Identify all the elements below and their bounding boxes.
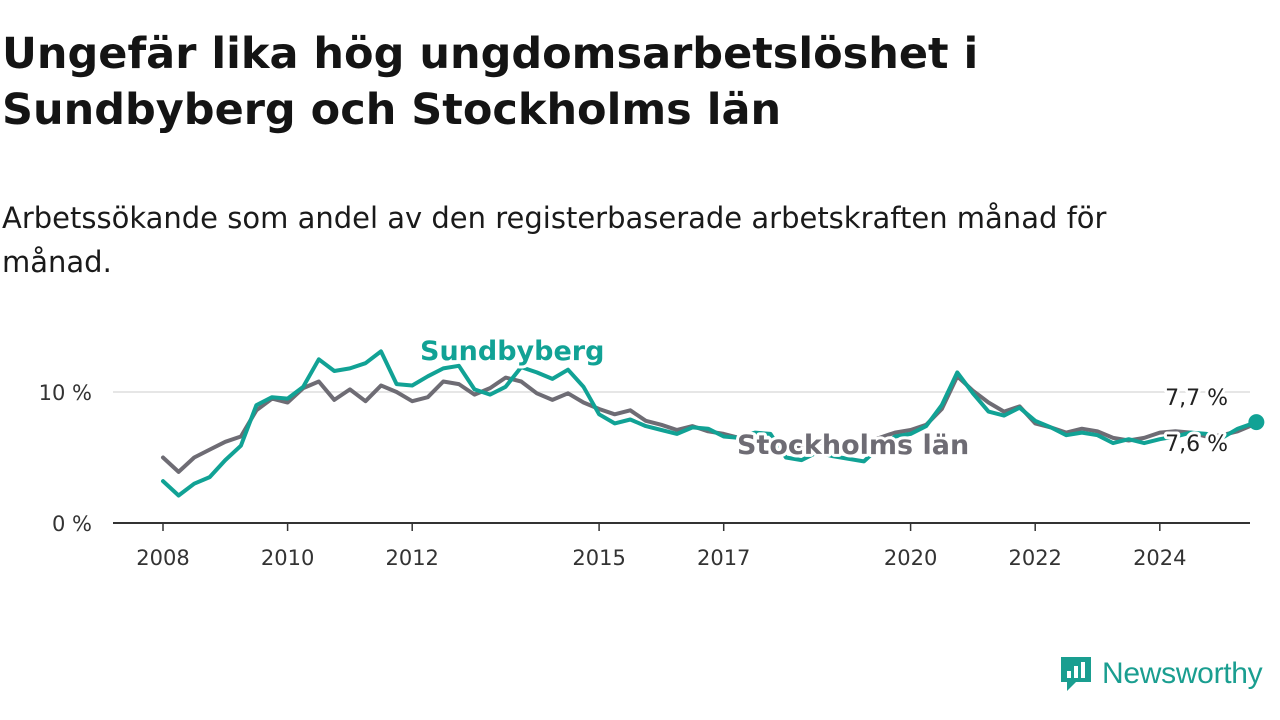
gridlines xyxy=(113,391,1250,524)
end-point-sundbyberg xyxy=(1248,414,1265,431)
x-tick-label: 2015 xyxy=(572,546,625,570)
y-tick-label: 10 % xyxy=(39,381,92,405)
end-value-stockholms-lan: 7,6 % xyxy=(1165,432,1228,457)
x-tick-label: 2024 xyxy=(1133,546,1186,570)
chart-subtitle: Arbetssökande som andel av den registerb… xyxy=(2,201,1107,279)
y-tick-label: 0 % xyxy=(52,512,92,536)
line-chart: 0 %10 %2008 2010 2012 2015 2017 2020 2022 2024 … xyxy=(38,333,1265,570)
x-tick-label: 2012 xyxy=(385,546,438,570)
series-line-stockholms-lan xyxy=(161,374,1259,474)
series-label-sundbyberg: Sundbyberg xyxy=(420,336,604,367)
series-line-sundbyberg xyxy=(161,349,1259,498)
newsworthy-logo-icon xyxy=(1061,657,1091,691)
series-labels: Sundbyberg Stockholms län 7,7 % 7,6 % xyxy=(417,333,1231,464)
axis-ticks: 0 % 10 % 2008 2010 2012 2015 2017 2020 2022 2024 xyxy=(39,381,1187,570)
x-tick-label: 2020 xyxy=(884,546,937,570)
end-value-sundbyberg: 7,7 % xyxy=(1165,386,1228,411)
x-tick-label: 2022 xyxy=(1008,546,1061,570)
brand-logo: Newsworthy xyxy=(1058,654,1263,694)
x-tick-label: 2010 xyxy=(261,546,314,570)
series-label-stockholms-lan: Stockholms län xyxy=(737,430,969,461)
chart-title: Ungefär lika hög ungdomsarbetslöshet i S… xyxy=(2,29,979,135)
x-tick-label: 2008 xyxy=(136,546,189,570)
x-tick-label: 2017 xyxy=(697,546,750,570)
series-lines xyxy=(161,349,1265,498)
brand-name: Newsworthy xyxy=(1102,657,1263,690)
